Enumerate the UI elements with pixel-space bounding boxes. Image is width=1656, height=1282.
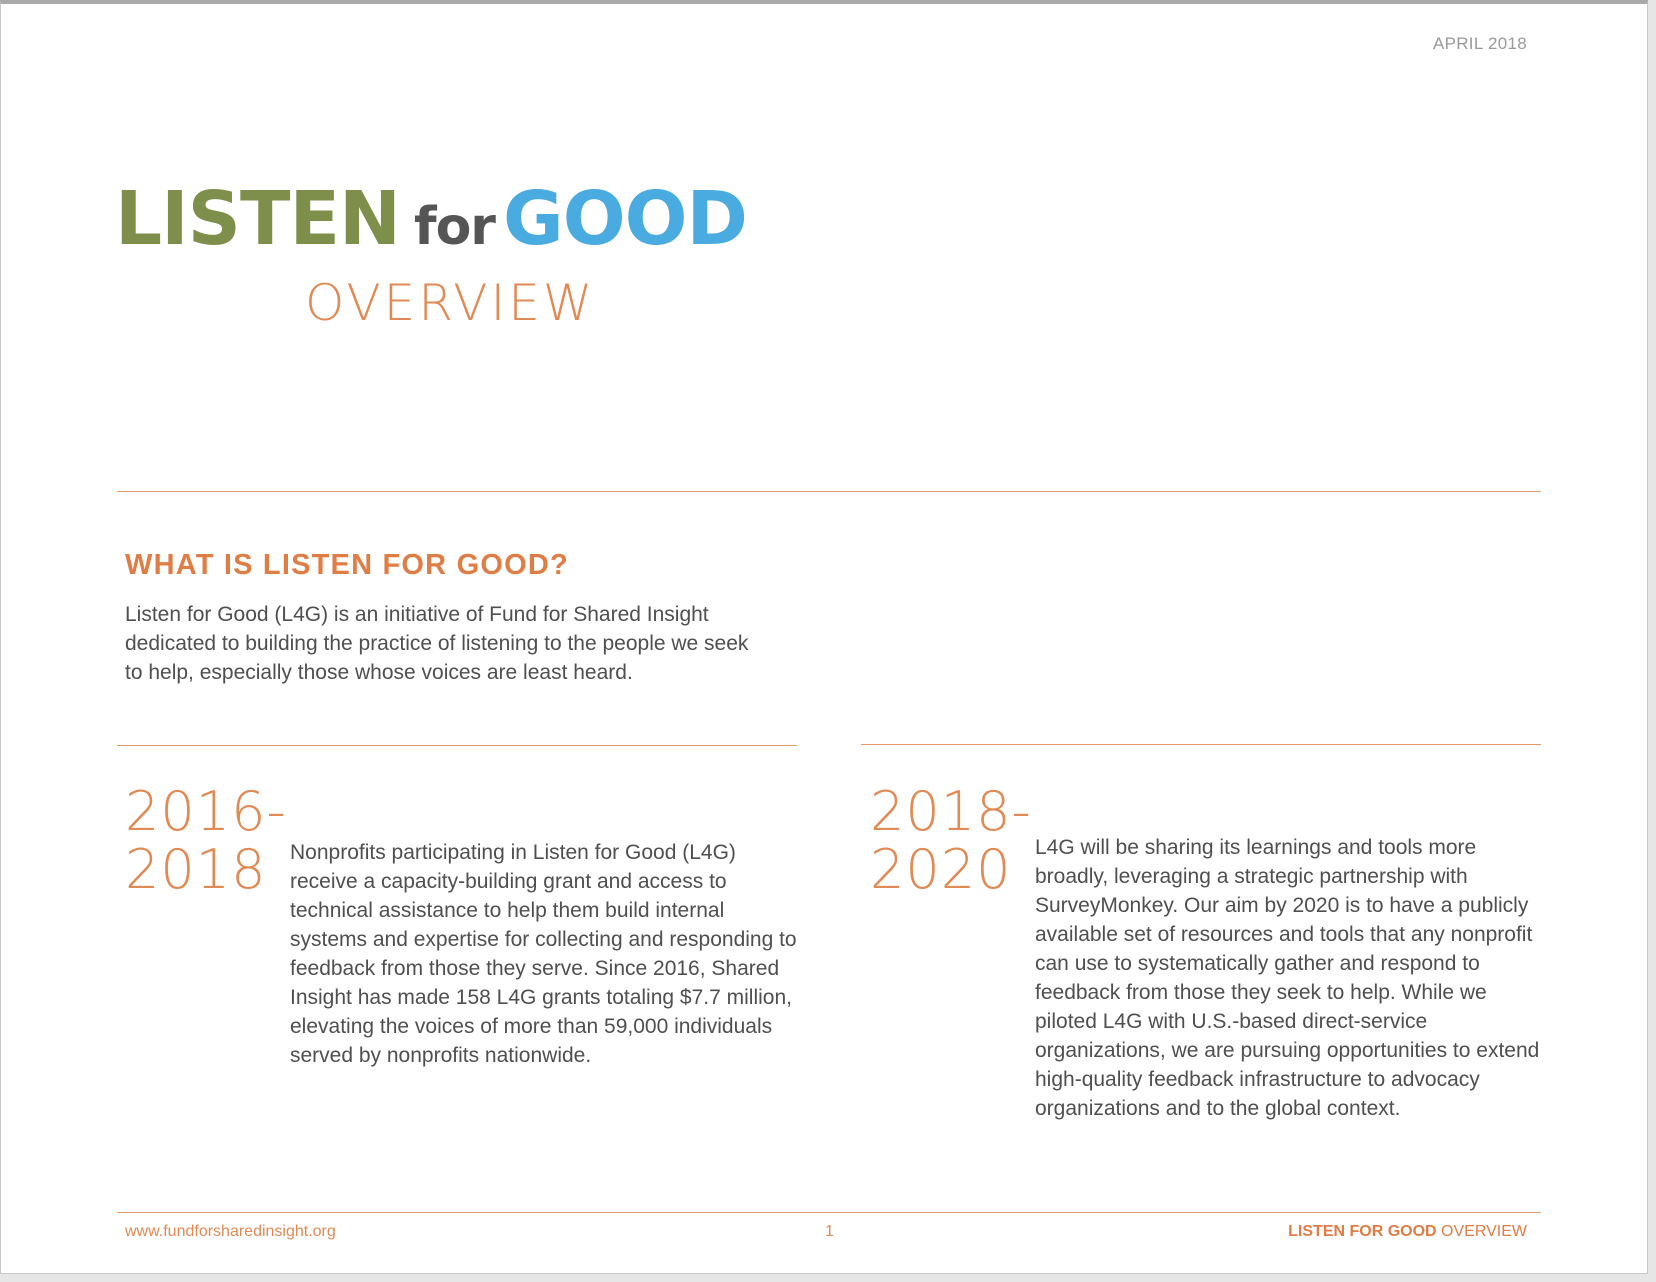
logo-word-listen: LISTEN [115, 176, 401, 262]
left-column-divider [117, 745, 797, 746]
column-2018-2020-text: L4G will be sharing its learnings and to… [1035, 836, 1540, 1120]
document-subtitle: OVERVIEW [305, 274, 596, 332]
year-start: 2018- [870, 780, 1032, 843]
footer-title-light: OVERVIEW [1436, 1223, 1527, 1240]
footer-title-bold: LISTEN FOR GOOD [1288, 1223, 1437, 1240]
year-end: 2018 [125, 838, 267, 901]
listen-for-good-logo: LISTEN for GOOD [115, 182, 748, 257]
intro-paragraph: Listen for Good (L4G) is an initiative o… [125, 603, 749, 684]
year-end: 2020 [870, 838, 1012, 901]
year-start: 2016- [125, 780, 287, 843]
top-divider [117, 491, 1541, 492]
footer-document-title: LISTEN FOR GOOD OVERVIEW [1288, 1223, 1527, 1241]
logo-word-good: GOOD [502, 176, 748, 262]
document-date: APRIL 2018 [1432, 34, 1527, 53]
footer-website-link[interactable]: www.fundforsharedinsight.org [125, 1223, 336, 1240]
year-range-2016-2018: 2016- 2018 [125, 783, 287, 899]
footer-divider [117, 1212, 1541, 1213]
right-column-divider [861, 744, 1541, 745]
page-number: 1 [825, 1223, 834, 1240]
year-range-2018-2020: 2018- 2020 [870, 783, 1032, 899]
logo-word-for: for [413, 197, 496, 257]
section-heading: WHAT IS LISTEN FOR GOOD? [125, 549, 569, 581]
column-2016-2018-text: Nonprofits participating in Listen for G… [290, 841, 797, 1067]
